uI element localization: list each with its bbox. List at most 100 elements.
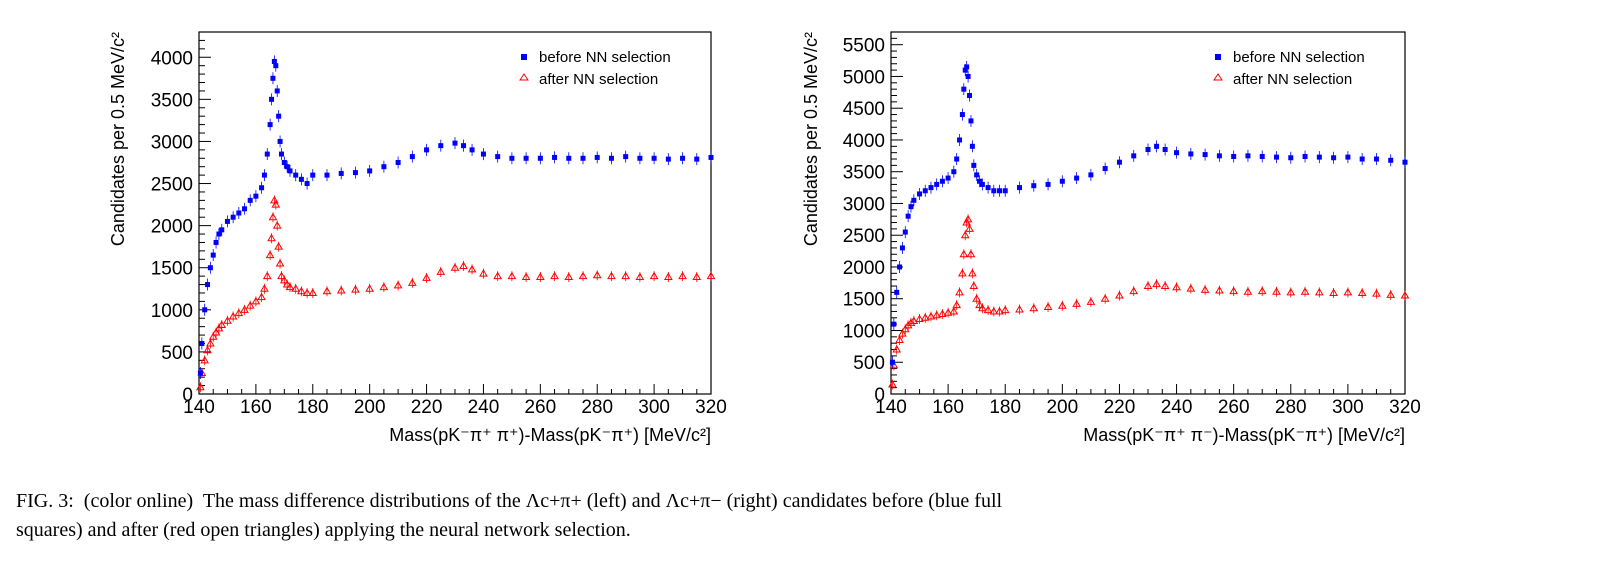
after-point xyxy=(262,271,272,280)
before-point xyxy=(964,64,970,70)
after-point xyxy=(251,296,261,305)
before-point xyxy=(230,214,236,220)
before-point xyxy=(665,156,671,162)
after-point xyxy=(892,345,902,353)
left-legend-before-marker xyxy=(521,54,527,60)
before-point xyxy=(954,156,960,162)
before-point xyxy=(278,151,284,157)
before-point xyxy=(922,188,928,194)
x-tick-label: 180 xyxy=(989,397,1021,418)
before-point xyxy=(284,164,290,170)
before-point xyxy=(680,155,686,161)
before-point xyxy=(281,159,287,165)
before-point xyxy=(293,172,299,178)
before-point xyxy=(253,193,259,199)
right-before-points xyxy=(889,60,1408,369)
after-point xyxy=(949,306,959,315)
before-point xyxy=(1359,156,1365,162)
before-point xyxy=(270,75,276,81)
x-tick-label: 260 xyxy=(1218,397,1250,418)
after-point xyxy=(1215,285,1224,294)
before-point xyxy=(287,168,293,174)
before-point xyxy=(552,154,558,160)
y-tick-label: 500 xyxy=(853,353,885,374)
before-point xyxy=(276,113,282,119)
before-point xyxy=(928,185,934,191)
after-point xyxy=(706,271,716,280)
y-tick-label: 2000 xyxy=(151,217,193,238)
right-legend-before-label: before NN selection xyxy=(1233,49,1365,66)
y-tick-label: 3500 xyxy=(843,163,885,184)
after-point xyxy=(649,271,659,280)
y-tick-label: 1500 xyxy=(843,290,885,311)
after-point xyxy=(272,221,282,229)
after-point xyxy=(1100,294,1110,302)
x-tick-label: 140 xyxy=(875,397,907,418)
x-tick-label: 180 xyxy=(297,397,329,418)
after-point xyxy=(1400,291,1410,299)
before-point xyxy=(277,138,283,144)
left-legend-after-label: after NN selection xyxy=(539,71,658,88)
after-point xyxy=(963,214,973,223)
before-point xyxy=(1202,152,1208,158)
y-tick-label: 4000 xyxy=(843,131,885,152)
before-point xyxy=(461,143,467,149)
left-x-ticks: 140 160 180 200 220 240 260 280 300 320 xyxy=(183,384,727,418)
after-point xyxy=(938,309,947,317)
after-point xyxy=(493,271,503,280)
before-point xyxy=(1002,188,1008,194)
after-point xyxy=(972,294,982,302)
after-point xyxy=(223,316,232,324)
before-point xyxy=(971,162,977,168)
before-point xyxy=(1402,159,1408,165)
right-x-ticks: 140 160 180 200 220 240 260 280 300 320 xyxy=(875,384,1421,418)
after-point xyxy=(1257,286,1267,295)
after-point xyxy=(203,345,212,354)
after-point xyxy=(663,272,673,280)
before-point xyxy=(1162,146,1168,152)
after-point xyxy=(245,301,255,309)
right-after-points xyxy=(888,214,1410,390)
after-point xyxy=(436,267,446,275)
before-point xyxy=(261,172,267,178)
after-point xyxy=(1172,282,1181,291)
before-point xyxy=(608,155,614,161)
before-point xyxy=(908,204,914,210)
before-point xyxy=(1288,155,1294,161)
after-point xyxy=(898,329,907,337)
before-point xyxy=(395,159,401,165)
before-point xyxy=(480,151,486,157)
before-point xyxy=(1174,150,1180,156)
before-point xyxy=(1259,153,1265,159)
x-tick-label: 260 xyxy=(524,397,556,418)
after-point xyxy=(1357,288,1367,297)
before-point xyxy=(495,154,501,160)
left-legend: before NN selection after NN selection xyxy=(519,49,671,88)
x-tick-label: 280 xyxy=(1275,397,1307,418)
after-point xyxy=(291,284,301,292)
after-point xyxy=(635,272,645,280)
after-point xyxy=(550,271,559,280)
after-point xyxy=(564,272,574,280)
before-point xyxy=(997,188,1003,194)
before-point xyxy=(1316,154,1322,160)
before-point xyxy=(1131,153,1137,159)
after-point xyxy=(208,332,218,340)
left-x-axis-label: Mass(pK⁻π⁺ π⁺)-Mass(pK⁻π⁺) [MeV/c²] xyxy=(389,425,711,445)
left-chart: 140 160 180 200 220 240 260 280 300 320 0 500 1000 1… xyxy=(108,31,727,445)
before-point xyxy=(205,282,211,288)
after-point xyxy=(265,250,275,259)
before-point xyxy=(694,156,700,162)
before-point xyxy=(537,155,543,161)
after-point xyxy=(211,328,221,336)
after-point xyxy=(206,338,215,347)
before-point xyxy=(1031,183,1037,189)
before-point xyxy=(338,170,344,176)
after-point xyxy=(1043,302,1053,310)
before-point xyxy=(1216,153,1222,159)
before-point xyxy=(202,307,208,313)
before-point xyxy=(1116,159,1122,165)
after-point xyxy=(1072,299,1081,307)
before-point xyxy=(1074,175,1080,181)
before-point xyxy=(991,188,997,194)
